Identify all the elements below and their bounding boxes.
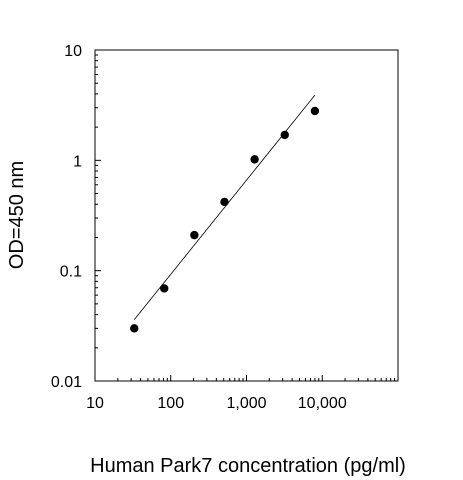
x-tick-label: 10 (86, 395, 104, 412)
data-points-layer (130, 106, 320, 333)
y-tick-label: 1 (73, 153, 82, 170)
x-axis-title: Human Park7 concentration (pg/ml) (90, 455, 406, 477)
x-tick-label: 1,000 (226, 395, 266, 412)
plot-area-frame (94, 49, 399, 382)
y-axis-title: OD=450 nm (6, 161, 28, 269)
data-point (160, 284, 169, 293)
x-tick-label: 10,000 (298, 395, 347, 412)
data-point (280, 130, 289, 140)
data-point (250, 155, 259, 164)
x-axis-ticks: 10 100 1,000 10,000 (86, 375, 396, 412)
y-tick-label: 0.1 (60, 264, 82, 281)
data-point (220, 197, 229, 207)
data-point (310, 106, 320, 116)
y-axis-ticks: 0.01 0.1 1 10 (51, 43, 101, 391)
data-point (130, 324, 139, 333)
y-tick-label: 10 (64, 43, 82, 60)
y-tick-label: 0.01 (51, 374, 82, 391)
data-point (190, 230, 199, 240)
x-tick-label: 100 (157, 395, 184, 412)
